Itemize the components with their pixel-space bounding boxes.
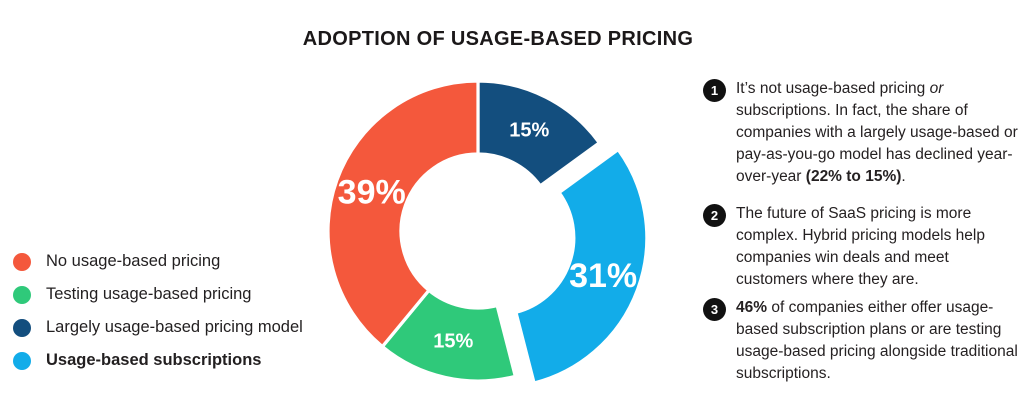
legend-color-dot	[13, 318, 31, 337]
donut-slice-2	[514, 147, 649, 386]
legend-item-4: Usage-based subscriptions	[13, 351, 303, 370]
donut-slice-4	[326, 79, 480, 349]
annotation-text: The future of SaaS pricing is more compl…	[736, 205, 985, 288]
donut-chart-svg: 15% 31% 15% 39%	[326, 79, 649, 386]
legend-color-dot	[13, 285, 31, 304]
annotation-1: 1 It’s not usage-based pricing or subscri…	[703, 78, 1022, 188]
annotation-number-badge: 1	[703, 79, 726, 102]
donut-slice-1	[476, 79, 602, 188]
slice-percentage-label: 15%	[433, 330, 473, 352]
legend-item-label: Usage-based subscriptions	[46, 351, 262, 369]
legend-item-label: Testing usage-based pricing	[46, 285, 252, 303]
annotation-text: 46% of companies either offer usage-base…	[736, 299, 1018, 382]
annotation-text: It’s not usage-based pricing or subscrip…	[736, 80, 1018, 185]
legend-item-3: Largely usage-based pricing model	[13, 318, 303, 337]
slice-percentage-label: 31%	[569, 257, 637, 295]
slice-percentage-label: 15%	[509, 119, 549, 141]
legend-item-label: No usage-based pricing	[46, 252, 221, 270]
annotation-3: 3 46% of companies either offer usage-bas…	[703, 297, 1022, 385]
legend-item-1: No usage-based pricing	[13, 252, 303, 271]
annotation-number-badge: 2	[703, 204, 726, 227]
donut-chart: 15% 31% 15% 39%	[300, 53, 668, 413]
legend-item-2: Testing usage-based pricing	[13, 285, 303, 304]
legend-color-dot	[13, 252, 31, 271]
annotation-2: 2 The future of SaaS pricing is more comp…	[703, 203, 1022, 291]
chart-legend: No usage-based pricing Testing usage-base…	[13, 252, 303, 384]
legend-color-dot	[13, 351, 31, 370]
legend-item-label: Largely usage-based pricing model	[46, 318, 303, 336]
chart-title: ADOPTION OF USAGE-BASED PRICING	[302, 28, 694, 50]
slice-percentage-label: 39%	[338, 174, 406, 212]
annotation-number-badge: 3	[703, 298, 726, 321]
annotations-panel: 1 It’s not usage-based pricing or subscri…	[703, 0, 1018, 418]
